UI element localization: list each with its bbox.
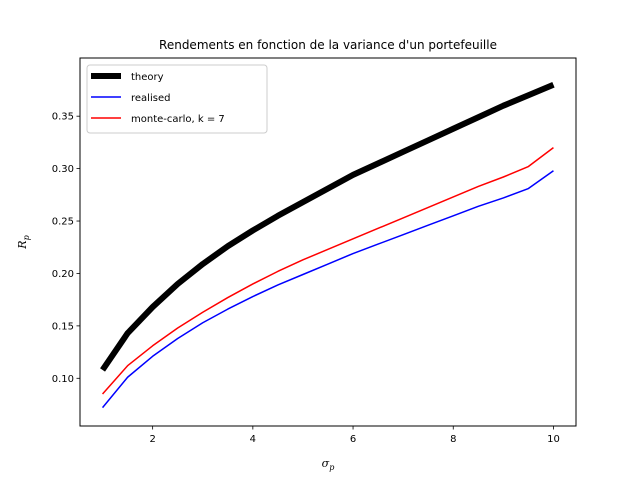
y-tick-label: 0.25 [52,217,74,228]
y-tick-label: 0.35 [52,112,74,123]
x-tick-label: 4 [250,434,256,445]
y-tick-label: 0.20 [52,269,74,280]
x-tick-label: 8 [450,434,456,445]
legend: theory realised monte-carlo, k = 7 [87,65,267,133]
legend-label-2: monte-carlo, k = 7 [131,114,225,125]
legend-label-1: realised [131,93,170,104]
y-tick-label: 0.30 [52,164,74,175]
y-tick-label: 0.15 [52,321,74,332]
chart-title: Rendements en fonction de la variance d'… [159,38,497,52]
x-tick-label: 6 [350,434,356,445]
x-tick-label: 2 [149,434,155,445]
y-tick-label: 0.10 [52,374,74,385]
x-tick-label: 10 [547,434,560,445]
legend-label-0: theory [131,72,164,83]
